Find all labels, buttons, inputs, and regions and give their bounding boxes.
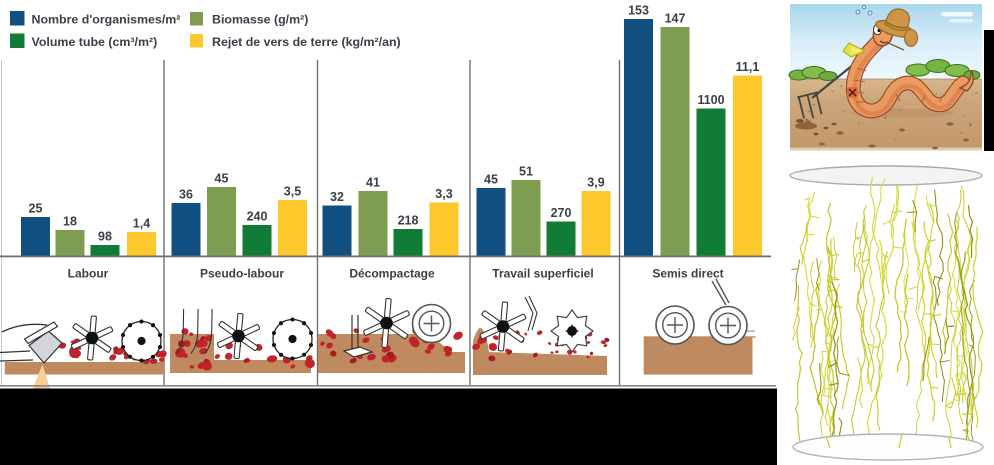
svg-text:Biomasse (g/m²): Biomasse (g/m²)	[212, 13, 308, 27]
svg-text:11,1: 11,1	[736, 60, 760, 74]
svg-text:3,9: 3,9	[587, 176, 604, 190]
svg-text:45: 45	[215, 172, 229, 186]
svg-text:Nombre d'organismes/m²: Nombre d'organismes/m²	[32, 13, 181, 27]
svg-text:25: 25	[29, 202, 43, 216]
svg-text:18: 18	[63, 215, 77, 229]
svg-text:Travail superficiel: Travail superficiel	[492, 267, 593, 281]
svg-text:153: 153	[628, 4, 649, 18]
svg-text:32: 32	[330, 190, 344, 204]
svg-text:Semis direct: Semis direct	[652, 267, 723, 281]
svg-text:36: 36	[179, 188, 193, 202]
svg-text:147: 147	[665, 12, 686, 26]
svg-text:Volume tube (cm³/m²): Volume tube (cm³/m²)	[32, 35, 158, 49]
svg-text:Décompactage: Décompactage	[349, 267, 435, 281]
svg-text:240: 240	[247, 210, 268, 224]
svg-text:218: 218	[398, 214, 419, 228]
svg-text:Labour: Labour	[68, 267, 109, 281]
svg-text:1,4: 1,4	[133, 217, 150, 231]
svg-text:98: 98	[98, 230, 112, 244]
svg-text:Rejet de vers de terre (kg/m²/: Rejet de vers de terre (kg/m²/an)	[212, 35, 401, 49]
svg-text:270: 270	[551, 206, 572, 220]
svg-text:1100: 1100	[697, 93, 724, 107]
svg-text:51: 51	[519, 165, 533, 179]
svg-text:3,3: 3,3	[435, 187, 452, 201]
svg-text:3,5: 3,5	[284, 185, 301, 199]
svg-text:45: 45	[484, 173, 498, 187]
svg-text:Pseudo-labour: Pseudo-labour	[200, 267, 284, 281]
svg-text:41: 41	[366, 176, 380, 190]
